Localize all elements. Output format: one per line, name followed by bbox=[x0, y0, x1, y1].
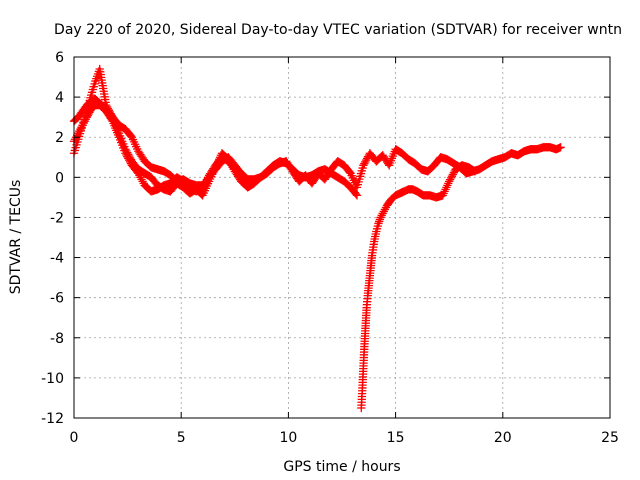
series-3 bbox=[357, 161, 480, 413]
data-point bbox=[352, 191, 362, 200]
axis-ticks bbox=[73, 56, 611, 419]
y-tick-label: 4 bbox=[55, 90, 64, 106]
x-tick-label: 10 bbox=[279, 430, 297, 446]
series-2 bbox=[69, 100, 239, 196]
x-axis-label: GPS time / hours bbox=[283, 459, 400, 475]
x-tick-label: 15 bbox=[387, 430, 405, 446]
data-point bbox=[556, 143, 565, 152]
data-point bbox=[230, 165, 239, 174]
y-tick-label: 6 bbox=[55, 50, 64, 66]
data-marks bbox=[69, 64, 565, 413]
y-tick-label: -12 bbox=[41, 411, 64, 427]
series-1 bbox=[69, 94, 362, 200]
tick-labels: 0 5 10 15 20 25 -12 -10 -8 -6 -4 -2 0 2 4 6 bbox=[41, 50, 619, 446]
x-tick-label: 0 bbox=[70, 430, 79, 446]
y-tick-label: -4 bbox=[50, 251, 64, 267]
grid-layer bbox=[74, 57, 610, 418]
y-tick-label: 2 bbox=[55, 130, 64, 146]
x-tick-label: 5 bbox=[177, 430, 186, 446]
data-point bbox=[351, 189, 361, 199]
x-tick-label: 25 bbox=[601, 430, 619, 446]
data-point bbox=[229, 163, 238, 173]
y-tick-label: -6 bbox=[50, 291, 64, 307]
y-tick-label: -2 bbox=[50, 210, 64, 226]
x-tick-label: 20 bbox=[494, 430, 512, 446]
y-axis-label: SDTVAR / TECUs bbox=[8, 180, 24, 295]
y-tick-label: 0 bbox=[55, 170, 64, 186]
plot-frame bbox=[73, 56, 611, 419]
y-tick-label: -8 bbox=[50, 331, 64, 347]
y-tick-label: -10 bbox=[41, 371, 64, 387]
data-point bbox=[470, 167, 480, 176]
chart-title: Day 220 of 2020, Sidereal Day-to-day VTE… bbox=[54, 22, 622, 38]
